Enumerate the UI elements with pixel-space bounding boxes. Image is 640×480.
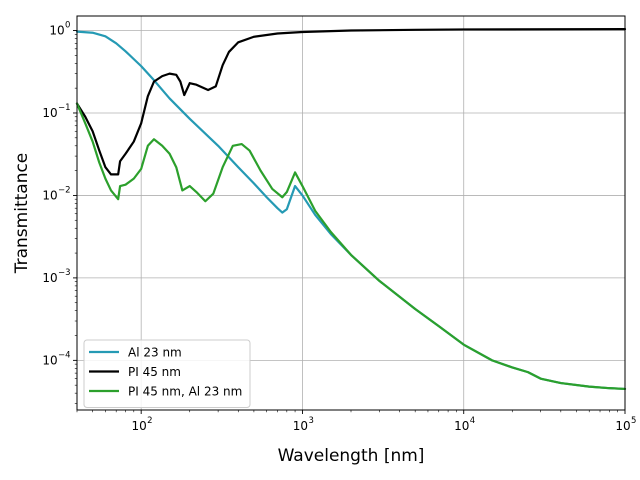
axis-ticks: 10 2 10 3 10 4 10 510 010 −110 −210 −310 −4 bbox=[42, 21, 636, 433]
x-tick-exponent: 2 bbox=[147, 416, 152, 426]
y-tick-label: 10 −4 bbox=[42, 350, 70, 367]
x-tick-exponent: 5 bbox=[631, 416, 636, 426]
x-tick-exponent: 3 bbox=[308, 416, 313, 426]
x-tick-exponent: 4 bbox=[470, 416, 475, 426]
y-tick-base: 10 bbox=[42, 353, 57, 367]
y-tick-base: 10 bbox=[42, 188, 57, 202]
legend-entry: PI 45 nm, Al 23 nm bbox=[89, 385, 242, 399]
x-tick-base: 10 bbox=[615, 419, 630, 433]
legend-label: PI 45 nm, Al 23 nm bbox=[128, 385, 242, 399]
y-tick-base: 10 bbox=[49, 24, 64, 38]
x-tick-label: 10 3 bbox=[293, 416, 314, 433]
y-tick-base: 10 bbox=[42, 271, 57, 285]
y-tick-base: 10 bbox=[42, 106, 57, 120]
series-line-3 bbox=[75, 102, 627, 391]
legend-box bbox=[83, 339, 251, 408]
x-tick-base: 10 bbox=[132, 419, 147, 433]
x-tick-base: 10 bbox=[454, 419, 469, 433]
legend: Al 23 nm PI 45 nm PI 45 nm, Al 23 nm bbox=[83, 339, 251, 408]
y-tick-exponent: −4 bbox=[58, 350, 71, 360]
series-lines bbox=[75, 28, 627, 391]
y-tick-label: 10 −3 bbox=[42, 268, 70, 285]
legend-label: PI 45 nm bbox=[128, 365, 181, 379]
x-tick-label: 10 5 bbox=[615, 416, 636, 433]
y-tick-exponent: −2 bbox=[58, 185, 71, 195]
legend-label: Al 23 nm bbox=[128, 346, 182, 360]
y-tick-label: 10 −2 bbox=[42, 185, 70, 202]
x-tick-base: 10 bbox=[293, 419, 308, 433]
y-tick-label: 10 0 bbox=[49, 21, 70, 38]
x-tick-label: 10 2 bbox=[132, 416, 153, 433]
x-tick-label: 10 4 bbox=[454, 416, 475, 433]
x-axis-label: Wavelength [nm] bbox=[278, 446, 425, 466]
y-tick-label: 10 −1 bbox=[42, 103, 70, 120]
y-tick-exponent: −3 bbox=[58, 268, 71, 278]
y-axis-label: Transmittance bbox=[12, 153, 32, 275]
y-tick-exponent: −1 bbox=[58, 103, 71, 113]
legend-entry: PI 45 nm bbox=[89, 365, 181, 379]
series-line-2 bbox=[75, 28, 627, 176]
legend-entry: Al 23 nm bbox=[89, 346, 182, 360]
y-tick-exponent: 0 bbox=[65, 21, 70, 31]
